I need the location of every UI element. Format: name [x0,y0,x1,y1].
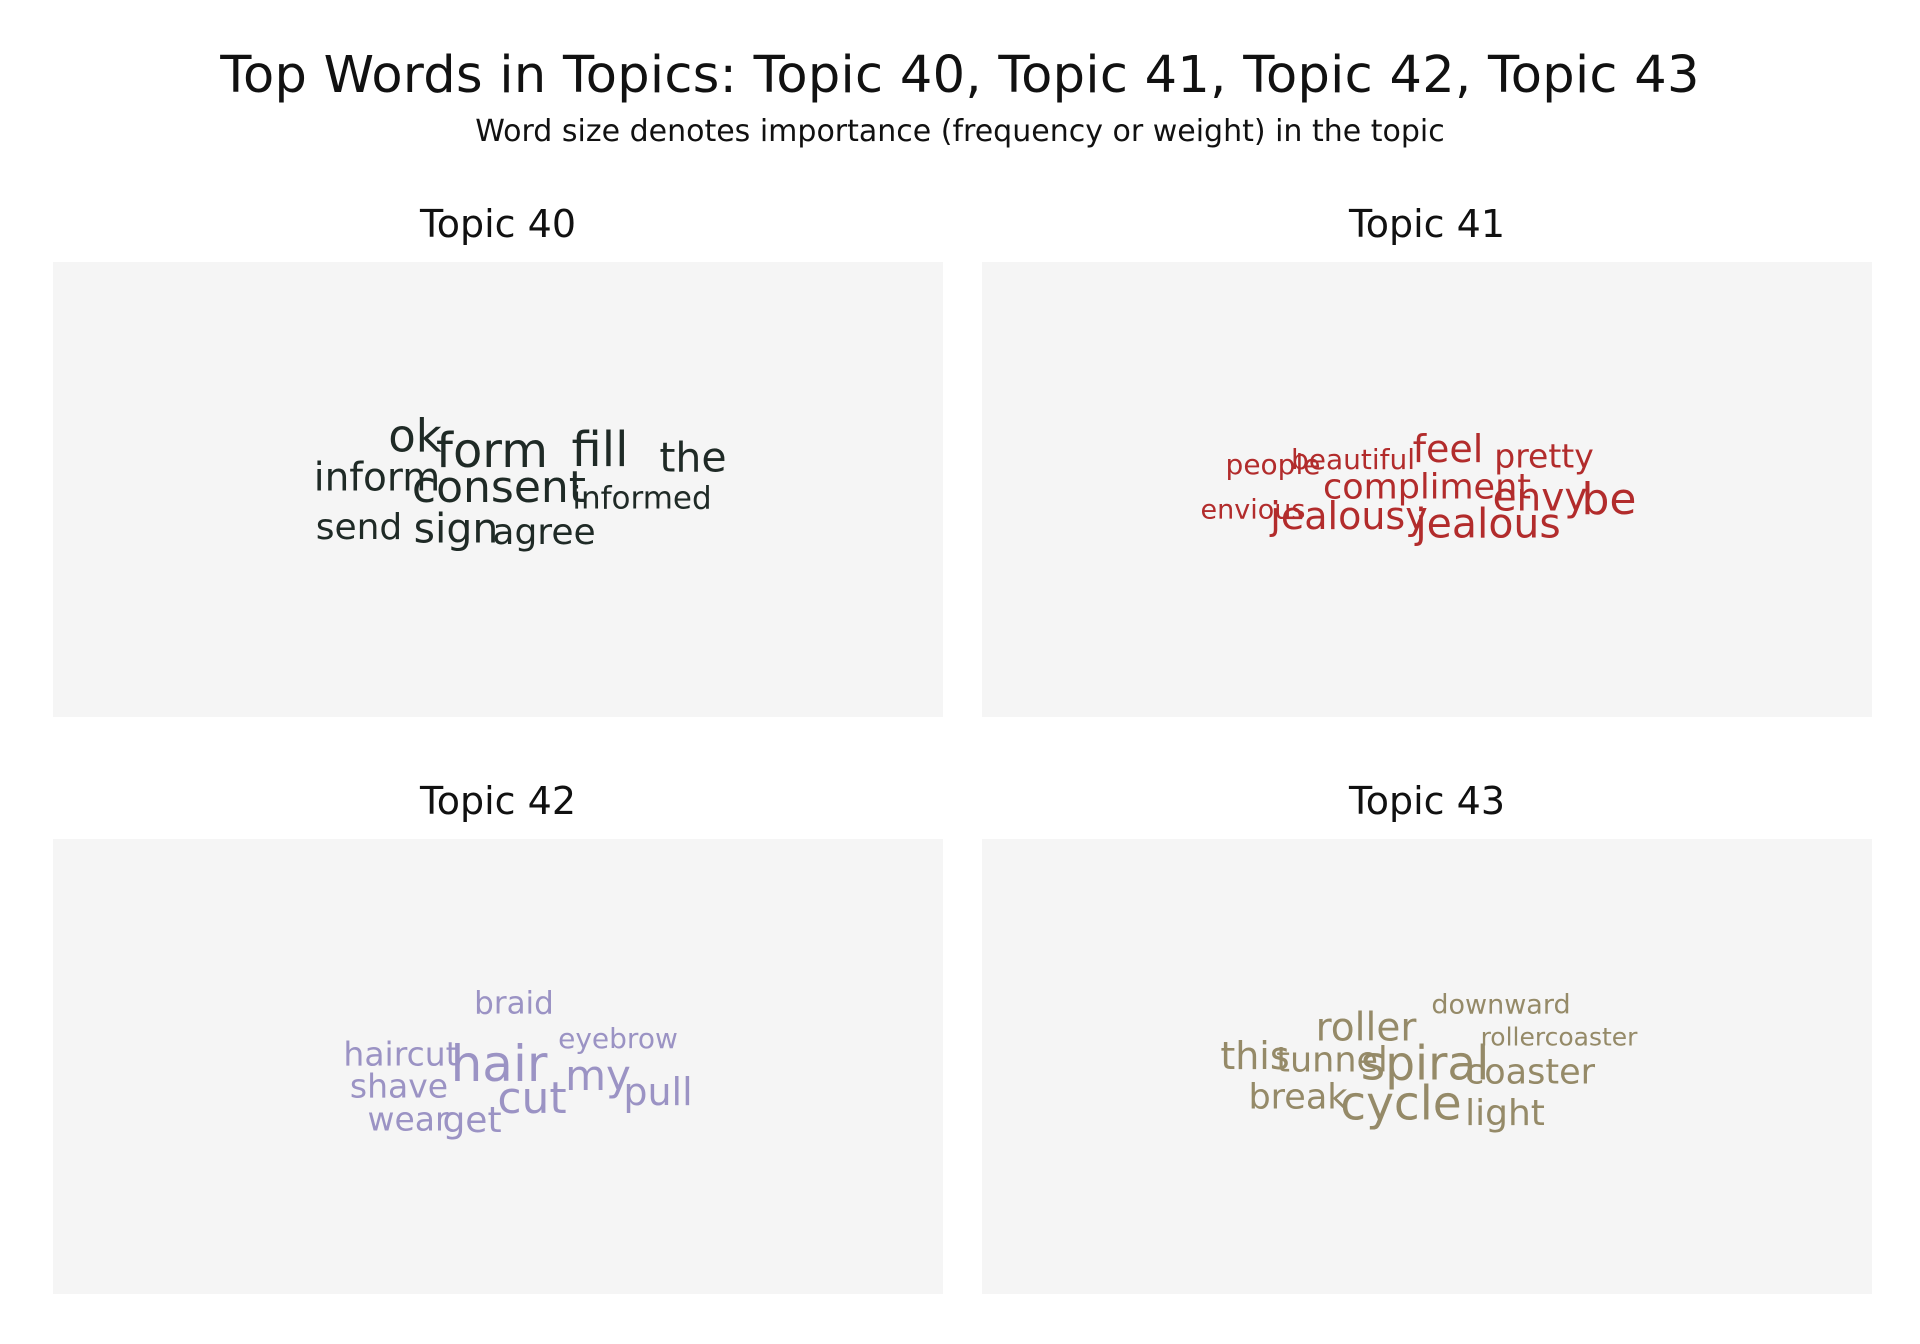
wordcloud-panel-topic-40: ok form fill the inform consent informed send si… [53,262,943,717]
wordcloud-panel-topic-43: downward roller rollercoaster this tunnel spi… [982,839,1872,1294]
word-light: light [1465,1093,1545,1134]
word-hair: hair [450,1035,548,1093]
word-be: be [1581,474,1637,525]
panel-title-topic-42: Topic 42 [419,779,576,823]
word-envious: envious [1200,494,1306,526]
word-form: form [436,423,548,479]
chart-subtitle: Word size denotes importance (frequency … [475,114,1445,149]
word-jealous: jealous [1415,499,1561,548]
word-this: this [1220,1034,1290,1078]
word-ok: ok [388,409,442,463]
word-shave: shave [349,1066,449,1106]
word-spiral: spiral [1360,1036,1490,1092]
word-feel: feel [1412,427,1484,471]
word-compliment: compliment [1323,467,1531,508]
chart-title: Top Words in Topics: Topic 40, Topic 41,… [220,46,1700,105]
word-consent: consent [411,462,587,513]
word-envy: envy [1492,475,1588,521]
word-fill: fill [571,422,629,478]
word-send: send [315,507,403,548]
word-people: people [1225,448,1321,481]
wordcloud-panel-topic-42: braid eyebrow haircut hair shave my cut pull wea… [53,839,943,1294]
wordcloud-panel-topic-41: people beautiful feel pretty compliment envio… [982,262,1872,717]
word-roller: roller [1315,1005,1417,1051]
word-cycle: cycle [1340,1076,1462,1132]
word-informed: informed [572,480,712,517]
word-break: break [1248,1077,1348,1118]
word-haircut: haircut [343,1034,459,1074]
word-downward: downward [1431,989,1571,1021]
word-the: the [659,433,727,482]
word-wear: wear [367,1099,449,1139]
word-pretty: pretty [1494,436,1594,476]
panel-title-topic-40: Topic 40 [419,202,576,246]
panel-title-topic-41: Topic 41 [1348,202,1505,246]
word-get: get [442,1100,502,1141]
word-my: my [565,1051,631,1100]
word-coaster: coaster [1465,1052,1595,1093]
word-rollercoaster: rollercoaster [1480,1022,1638,1052]
word-tunnel: tunnel [1276,1040,1388,1081]
word-agree: agree [492,512,596,553]
word-eyebrow: eyebrow [558,1022,678,1055]
word-inform: inform [313,455,441,501]
panel-title-topic-43: Topic 43 [1348,779,1505,823]
word-cut: cut [497,1073,567,1124]
word-braid: braid [474,985,554,1022]
word-sign: sign [413,504,499,553]
word-beautiful: beautiful [1290,443,1416,476]
word-jealousy: jealousy [1270,494,1428,538]
word-pull: pull [623,1070,693,1114]
